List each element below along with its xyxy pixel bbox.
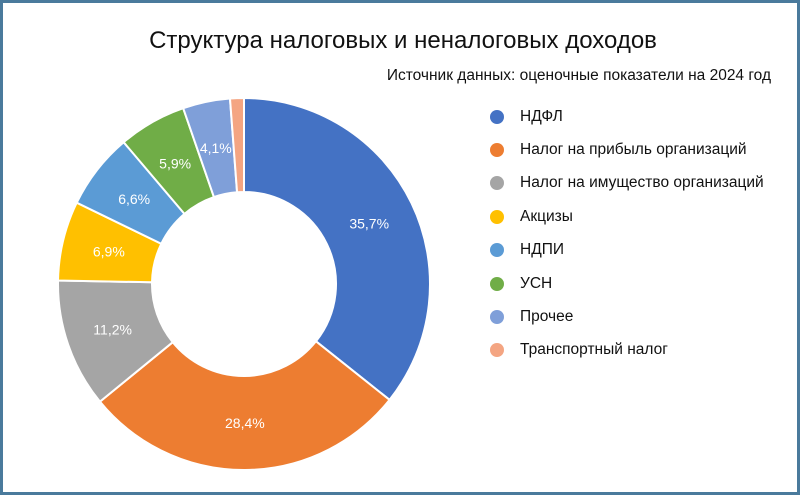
data-label-прочее: 4,1% <box>200 140 232 156</box>
legend-swatch <box>490 276 504 291</box>
legend-label: Налог на прибыль организаций <box>520 141 747 159</box>
donut-chart: 35,7% 28,4% 11,2% 6,9% 6,6% 5,9% 4,1% <box>57 96 431 471</box>
legend-item-ндфл: НДФЛ <box>490 100 764 133</box>
legend-swatch <box>490 310 504 325</box>
data-label-ндфл: 35,7% <box>349 216 389 232</box>
legend-item-налог-на-прибыль-организаций: Налог на прибыль организаций <box>490 133 764 166</box>
legend-label: НДПИ <box>520 241 564 259</box>
data-label-налог-на-прибыль-организаций: 28,4% <box>225 415 265 431</box>
legend-item-налог-на-имущество-организаций: Налог на имущество организаций <box>490 167 764 200</box>
data-label-усн: 5,9% <box>159 155 191 171</box>
slice-налог-на-прибыль-организаций <box>98 339 391 471</box>
data-label-налог-на-имущество-организаций: 11,2% <box>93 321 132 337</box>
chart-subtitle: Источник данных: оценочные показатели на… <box>386 67 771 84</box>
chart-legend: НДФЛ Налог на прибыль организаций Налог на… <box>490 100 764 367</box>
legend-swatch <box>490 209 504 224</box>
legend-label: НДФЛ <box>520 107 563 125</box>
chart-title: Структура налоговых и неналоговых доходо… <box>149 27 657 54</box>
legend-item-транспортный-налог: Транспортный налог <box>490 334 764 367</box>
legend-swatch <box>490 243 504 258</box>
legend-swatch <box>490 176 504 191</box>
legend-item-усн: УСН <box>490 267 764 300</box>
legend-swatch <box>490 109 504 124</box>
legend-label: Налог на имущество организаций <box>520 174 764 192</box>
legend-label: Акцизы <box>520 207 573 225</box>
legend-swatch <box>490 343 504 358</box>
legend-item-ндпи: НДПИ <box>490 234 764 267</box>
legend-label: Прочее <box>520 308 574 326</box>
legend-swatch <box>490 143 504 158</box>
legend-label: УСН <box>520 274 553 292</box>
legend-label: Транспортный налог <box>520 341 668 359</box>
data-label-ндпи: 6,6% <box>118 191 150 207</box>
data-label-акцизы: 6,9% <box>93 244 125 260</box>
slice-транспортный-налог <box>228 96 245 194</box>
legend-item-акцизы: Акцизы <box>490 200 764 233</box>
legend-item-прочее: Прочее <box>490 300 764 333</box>
slice-ндфл <box>243 96 431 402</box>
